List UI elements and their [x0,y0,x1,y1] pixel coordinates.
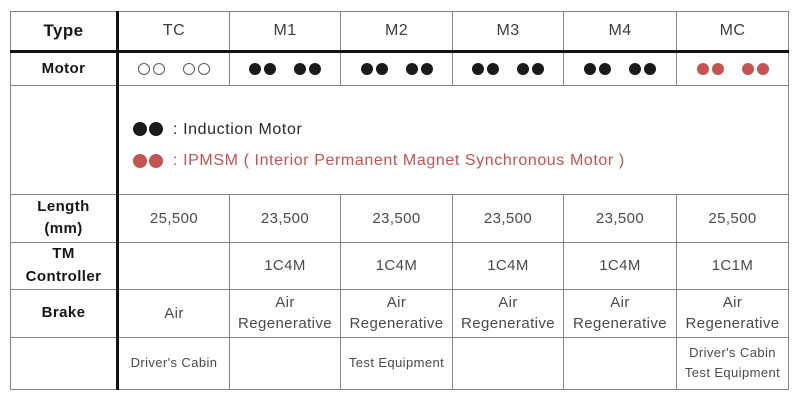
col-header-m3: M3 [452,11,564,53]
motor-dots-cell-m2 [340,51,453,86]
motor-legend: : Induction Motor : IPMSM ( Interior Per… [119,108,788,172]
motor-dots-cell-mc [676,51,789,86]
tm-cell-m1: 1C4M [229,241,341,290]
tm-cell-tc [117,241,230,290]
brake-cell-tc: Air [117,288,230,338]
length-cell-m3: 23,500 [452,193,564,243]
brake-cell-m3: Air Regenerative [452,288,564,338]
row-label-equipment [10,336,119,390]
red-motor-dots-icon [677,63,788,75]
row-label-brake: Brake [10,288,119,338]
legend-induction-motor-label: : Induction Motor [173,120,303,138]
equipment-cell-m4 [563,336,677,390]
row-label-type: Type [10,11,119,53]
col-header-m4: M4 [563,11,677,53]
black-motor-dots-icon [453,63,563,75]
ipmsm-dots-icon [133,153,163,168]
row-label-motor: Motor [10,51,119,86]
length-cell-m2: 23,500 [340,193,453,243]
equipment-cell-m2: Test Equipment [340,336,453,390]
motor-dots-cell-tc [117,51,230,86]
brake-cell-mc: Air Regenerative [676,288,789,338]
length-cell-tc: 25,500 [117,193,230,243]
legend-ipmsm-label: : IPMSM ( Interior Permanent Magnet Sync… [173,151,625,169]
length-row: Length (mm) 25,500 23,500 23,500 23,500 … [10,193,789,243]
black-motor-dots-icon [341,63,452,75]
brake-cell-m2: Air Regenerative [340,288,453,338]
col-header-m2: M2 [340,11,453,53]
motor-dots-cell-m1 [229,51,341,86]
black-motor-dots-icon [230,63,340,75]
equipment-row: Driver's Cabin Test Equipment Driver's C… [10,336,789,390]
header-row: Type TC M1 M2 M3 M4 MC [10,11,789,53]
col-header-m1: M1 [229,11,341,53]
brake-row: Brake Air Air Regenerative Air Regenerat… [10,288,789,338]
length-cell-m1: 23,500 [229,193,341,243]
brake-cell-m1: Air Regenerative [229,288,341,338]
motor-dots-cell-m3 [452,51,564,86]
legend-induction-motor: : Induction Motor [133,118,788,141]
tm-cell-m2: 1C4M [340,241,453,290]
open-motor-dots-icon [119,63,229,75]
col-header-mc: MC [676,11,789,53]
length-cell-mc: 25,500 [676,193,789,243]
length-cell-m4: 23,500 [563,193,677,243]
legend-ipmsm: : IPMSM ( Interior Permanent Magnet Sync… [133,149,788,172]
row-label-length: Length (mm) [10,193,119,243]
train-car-spec-table: Type TC M1 M2 M3 M4 MC Motor : Induct [10,11,789,390]
tm-cell-m4: 1C4M [563,241,677,290]
row-label-tm-controller: TM Controller [10,241,119,290]
col-header-tc: TC [117,11,230,53]
legend-row-empty-label [10,85,119,195]
induction-motor-dots-icon [133,122,163,137]
equipment-cell-tc: Driver's Cabin [117,336,230,390]
motor-dots-cell-m4 [563,51,677,86]
brake-cell-m4: Air Regenerative [563,288,677,338]
tm-cell-mc: 1C1M [676,241,789,290]
equipment-cell-m1 [229,336,341,390]
motor-row: Motor [10,51,789,86]
equipment-cell-m3 [452,336,564,390]
black-motor-dots-icon [564,63,676,75]
equipment-cell-mc: Driver's Cabin Test Equipment [676,336,789,390]
tm-cell-m3: 1C4M [452,241,564,290]
legend-cell: : Induction Motor : IPMSM ( Interior Per… [117,85,789,195]
tm-controller-row: TM Controller 1C4M 1C4M 1C4M 1C4M 1C1M [10,241,789,290]
legend-row: : Induction Motor : IPMSM ( Interior Per… [10,85,789,195]
